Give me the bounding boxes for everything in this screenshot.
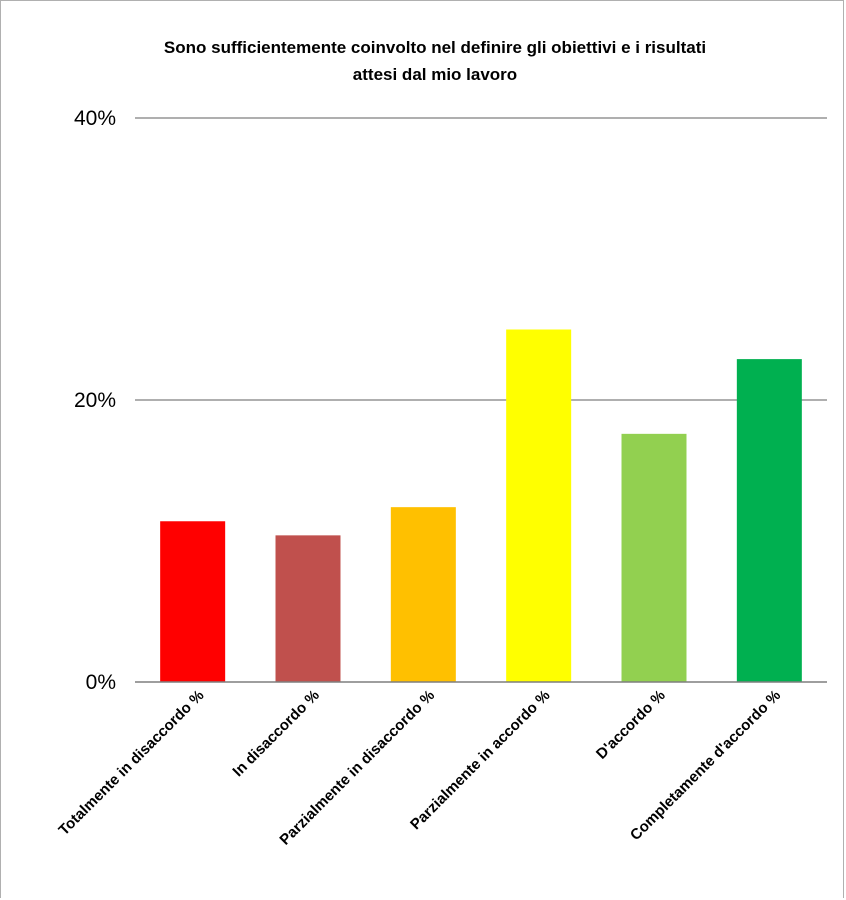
y-tick-label: 40% <box>74 107 116 130</box>
x-tick-label: Parzialmente in accordo % <box>407 687 553 833</box>
x-tick-label: In disaccordo % <box>229 687 322 780</box>
y-tick-label: 20% <box>74 389 116 412</box>
bar <box>160 521 226 682</box>
bar <box>390 507 456 682</box>
y-tick-label: 0% <box>86 671 116 694</box>
bar <box>621 433 687 682</box>
x-tick-label: D'accordo % <box>593 687 669 763</box>
y-axis-ticks: 0% 20% 40% <box>74 107 116 694</box>
x-tick-label: Totalmente in disaccordo % <box>55 687 207 839</box>
bar <box>275 535 341 682</box>
chart-title-line-1: Sono sufficientemente coinvolto nel defi… <box>164 38 706 57</box>
bar <box>736 359 802 682</box>
chart-title-line-2: attesi dal mio lavoro <box>353 65 517 84</box>
x-axis-tick-labels: Totalmente in disaccordo % In disaccordo … <box>55 687 784 849</box>
bar <box>506 329 572 682</box>
gridlines <box>135 117 827 401</box>
bars <box>160 329 802 682</box>
